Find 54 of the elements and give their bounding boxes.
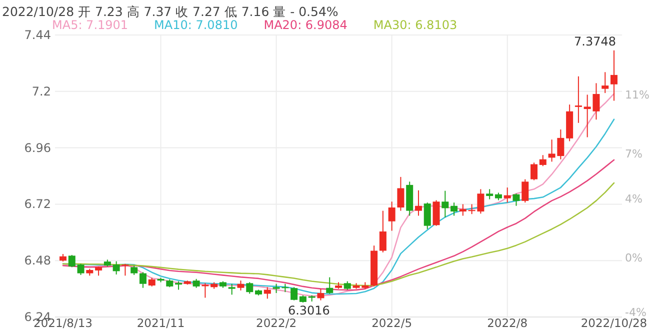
x-tick-label: 2022/5 [372,316,412,330]
candlestick [539,154,546,167]
candlestick [512,193,520,206]
candlestick [112,260,120,275]
candlestick [610,50,618,102]
y2-tick-label: -4% [625,306,646,319]
candlestick [68,254,76,268]
candlestick [388,201,396,232]
candlestick [530,162,538,181]
candlestick [379,210,386,253]
candlestick [414,190,422,216]
candlestick [264,286,271,300]
y-tick-label: 6.72 [24,197,51,212]
candlestick [122,263,129,276]
annotation: 7.3748 [574,34,616,48]
y-tick-label: 7.2 [32,84,51,98]
y2-tick-label: 4% [625,192,642,206]
y-tick-label: 6.48 [24,254,51,268]
x-tick-label: 2022/8 [487,316,528,330]
candlestick [602,72,609,94]
candlestick [139,272,146,288]
y-tick-label: 6.96 [24,140,51,155]
candlestick [450,202,458,216]
chart-title: 2022/10/28 开 7.23 高 7.37 收 7.27 低 7.16 量 - 0.54% [2,4,338,19]
candlestick [326,276,334,294]
y-tick-label: 7.44 [24,28,51,42]
candlestick [522,178,529,204]
candlestick [290,286,298,301]
text: MA5: 7.1901 [52,18,128,32]
candlestick [504,187,511,204]
candlestick [246,282,254,294]
candlestick [442,190,449,218]
y2-tick-label: 0% [625,252,642,265]
candlestick [237,280,244,291]
candlestick [317,288,324,301]
y2-tick-label: 7% [625,148,642,161]
text: MA10: 7.0810 [154,18,238,32]
candlestick [95,266,102,276]
candlestick [459,204,466,216]
candlestick [397,176,404,212]
candlestick [228,283,236,296]
candlestick [77,263,84,276]
candlestick [486,188,494,200]
candlestick [424,202,431,230]
x-tick-label: 2021/11 [136,316,185,330]
candlestick [574,76,582,124]
text: MA20: 6.9084 [264,18,348,32]
x-tick-label: 2022/10/28 [580,316,648,330]
x-tick-label: 2022/2 [256,316,297,330]
y2-tick-label: 11% [625,88,650,102]
text: MA30: 6.8103 [373,18,458,32]
candlestick [130,265,138,276]
annotation: 6.3016 [288,304,330,318]
candlestick [432,200,440,226]
